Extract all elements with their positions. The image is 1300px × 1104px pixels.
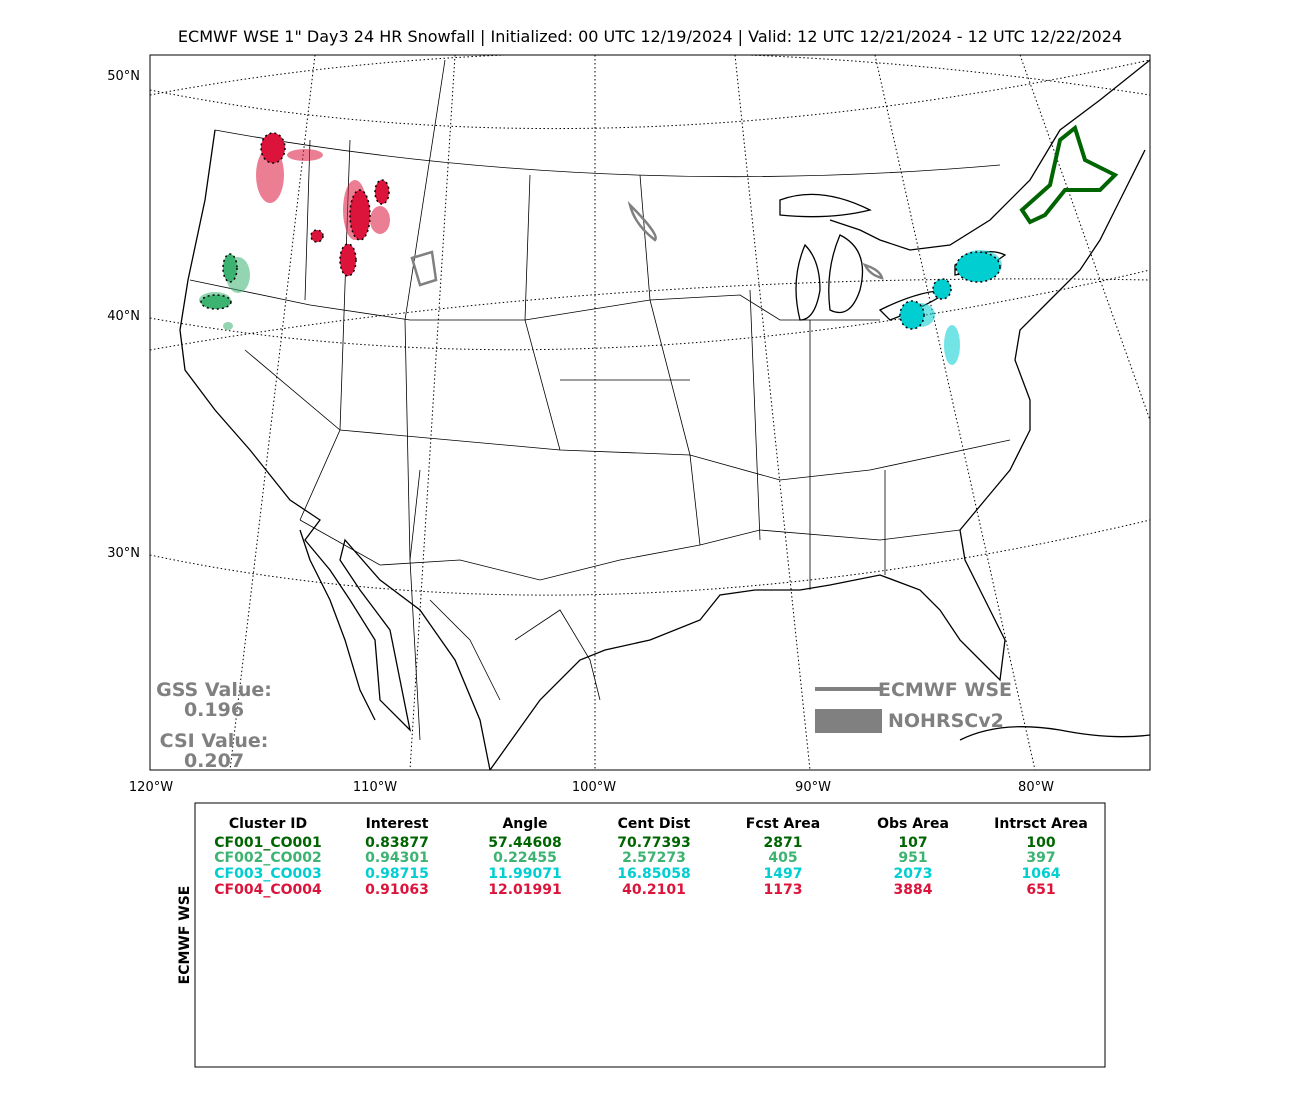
lon-label: 100°W bbox=[572, 780, 616, 795]
lon-label: 120°W bbox=[129, 780, 173, 795]
legend-label: ECMWF WSE bbox=[878, 679, 1012, 701]
column-header: Cluster ID bbox=[229, 816, 307, 832]
table-cell: 16.85058 bbox=[617, 866, 691, 882]
map-frame bbox=[149, 54, 1151, 771]
table-cell: 70.77393 bbox=[617, 835, 691, 851]
table-cell: 2871 bbox=[764, 835, 803, 851]
table-cell: 0.91063 bbox=[365, 882, 429, 898]
title: ECMWF WSE 1" Day3 24 HR Snowfall | Initi… bbox=[178, 27, 1122, 46]
table-cell: 0.98715 bbox=[365, 866, 429, 882]
table-cell: 107 bbox=[898, 835, 927, 851]
gss-value: 0.196 bbox=[184, 699, 244, 721]
table-cell: 2.57273 bbox=[622, 850, 686, 866]
table-cell: 12.01991 bbox=[488, 882, 562, 898]
table-cell: 100 bbox=[1026, 835, 1055, 851]
lat-label: 50°N bbox=[107, 69, 140, 84]
table-cell: CF001_CO001 bbox=[214, 835, 321, 851]
table-cell: 1497 bbox=[764, 866, 803, 882]
column-header: Interest bbox=[366, 816, 429, 832]
column-header: Fcst Area bbox=[746, 816, 820, 832]
table-cell: 0.22455 bbox=[493, 850, 557, 866]
table-cell: 405 bbox=[768, 850, 797, 866]
map bbox=[150, 55, 1150, 770]
table-cell: CF002_CO002 bbox=[214, 850, 321, 866]
lat-label: 40°N bbox=[107, 309, 140, 324]
column-header: Angle bbox=[502, 816, 547, 832]
table-cell: 2073 bbox=[894, 866, 933, 882]
csi-value: 0.207 bbox=[184, 750, 244, 772]
table-frame bbox=[194, 802, 1106, 1068]
gss-label: GSS Value: bbox=[156, 679, 272, 701]
legend-label: NOHRSCv2 bbox=[888, 710, 1004, 732]
table-cell: 1173 bbox=[764, 882, 803, 898]
table-cell: 0.94301 bbox=[365, 850, 429, 866]
table-cell: 397 bbox=[1026, 850, 1055, 866]
legend-swatch bbox=[815, 709, 882, 733]
column-header: Obs Area bbox=[877, 816, 949, 832]
table-cell: 40.2101 bbox=[622, 882, 686, 898]
table-cell: 3884 bbox=[894, 882, 933, 898]
lon-label: 80°W bbox=[1018, 780, 1054, 795]
table-cell: 1064 bbox=[1022, 866, 1061, 882]
lat-label: 30°N bbox=[107, 546, 140, 561]
table-cell: CF004_CO004 bbox=[214, 882, 322, 898]
csi-label: CSI Value: bbox=[160, 730, 269, 752]
table-cell: 0.83877 bbox=[365, 835, 429, 851]
column-header: Intrsct Area bbox=[994, 816, 1088, 832]
table-cell: 651 bbox=[1026, 882, 1055, 898]
table-cell: 11.99071 bbox=[488, 866, 562, 882]
table-cell: 57.44608 bbox=[488, 835, 562, 851]
column-header: Cent Dist bbox=[618, 816, 691, 832]
lon-label: 110°W bbox=[353, 780, 397, 795]
lon-label: 90°W bbox=[795, 780, 831, 795]
table-side-label: ECMWF WSE bbox=[177, 886, 193, 985]
table-cell: 951 bbox=[898, 850, 927, 866]
table-cell: CF003_CO003 bbox=[214, 866, 321, 882]
